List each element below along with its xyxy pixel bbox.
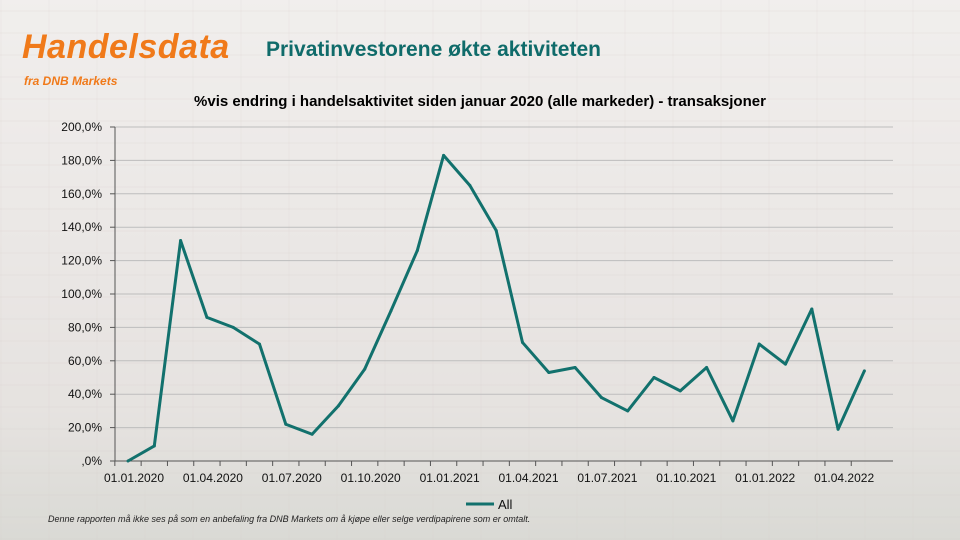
chart-title: %vis endring i handelsaktivitet siden ja… — [194, 93, 766, 110]
y-tick-label: 80,0% — [68, 320, 102, 334]
data-point — [126, 459, 130, 463]
data-point — [521, 340, 524, 344]
data-point — [336, 404, 340, 408]
data-point — [415, 249, 419, 253]
y-tick-label: ,0% — [81, 454, 102, 468]
data-point — [258, 342, 261, 346]
data-point — [862, 369, 866, 373]
data-point — [389, 309, 393, 313]
data-point — [442, 153, 446, 157]
data-point — [547, 370, 551, 374]
x-tick-label: 01.10.2021 — [656, 471, 716, 485]
data-point — [626, 409, 630, 413]
series-line-all — [127, 153, 866, 463]
legend: All — [466, 497, 513, 512]
y-tick-label: 140,0% — [61, 220, 102, 234]
data-point — [810, 307, 814, 311]
legend-label: All — [498, 497, 513, 512]
data-point — [678, 389, 682, 393]
data-point — [705, 365, 709, 369]
gridlines — [115, 126, 893, 429]
x-tick-label: 01.10.2020 — [341, 471, 401, 485]
series-group — [126, 153, 866, 463]
disclaimer-text: Denne rapporten må ikke ses på som en an… — [48, 514, 531, 524]
data-point — [652, 376, 656, 379]
data-point — [836, 427, 840, 431]
data-point — [179, 239, 183, 243]
data-point — [231, 325, 235, 329]
data-point — [599, 396, 603, 400]
y-tick-label: 40,0% — [68, 387, 102, 401]
data-point — [363, 367, 367, 371]
y-tick-label: 160,0% — [61, 187, 102, 201]
y-tick-label: 120,0% — [61, 254, 102, 268]
data-point — [310, 432, 314, 436]
x-tick-label: 01.01.2022 — [735, 471, 795, 485]
brand-subtitle: fra DNB Markets — [24, 74, 118, 88]
brand-logo-text: Handelsdata — [22, 28, 230, 66]
x-tick-label: 01.01.2021 — [420, 471, 480, 485]
data-point — [468, 183, 472, 187]
data-point — [205, 315, 209, 319]
x-tick-label: 01.01.2020 — [104, 471, 164, 485]
data-point — [784, 362, 787, 366]
x-tick-label: 01.04.2020 — [183, 471, 243, 485]
y-tick-label: 180,0% — [61, 153, 102, 167]
x-tick-label: 01.07.2021 — [577, 471, 637, 485]
y-tick-label: 60,0% — [68, 354, 102, 368]
data-point — [573, 365, 577, 369]
y-tick-label: 20,0% — [68, 421, 102, 435]
data-point — [152, 444, 156, 448]
x-tick-label: 01.04.2022 — [814, 471, 874, 485]
axes — [110, 126, 893, 466]
data-point — [284, 422, 288, 426]
data-point — [757, 342, 761, 346]
y-tick-label: 100,0% — [61, 287, 102, 301]
data-point — [494, 229, 498, 233]
x-tick-label: 01.07.2020 — [262, 471, 322, 485]
x-tick-label: 01.04.2021 — [498, 471, 558, 485]
data-point — [731, 419, 735, 423]
x-axis-tick-labels: 01.01.2020 01.04.2020 01.07.2020 01.10.2020… — [104, 471, 874, 485]
y-axis-tick-labels: ,0% 20,0% 40,0% 60,0% 80,0% 100,0% 120,0% 140,0… — [61, 120, 102, 468]
y-tick-label: 200,0% — [61, 120, 102, 134]
page-title: Privatinvestorene økte aktiviteten — [266, 38, 601, 61]
